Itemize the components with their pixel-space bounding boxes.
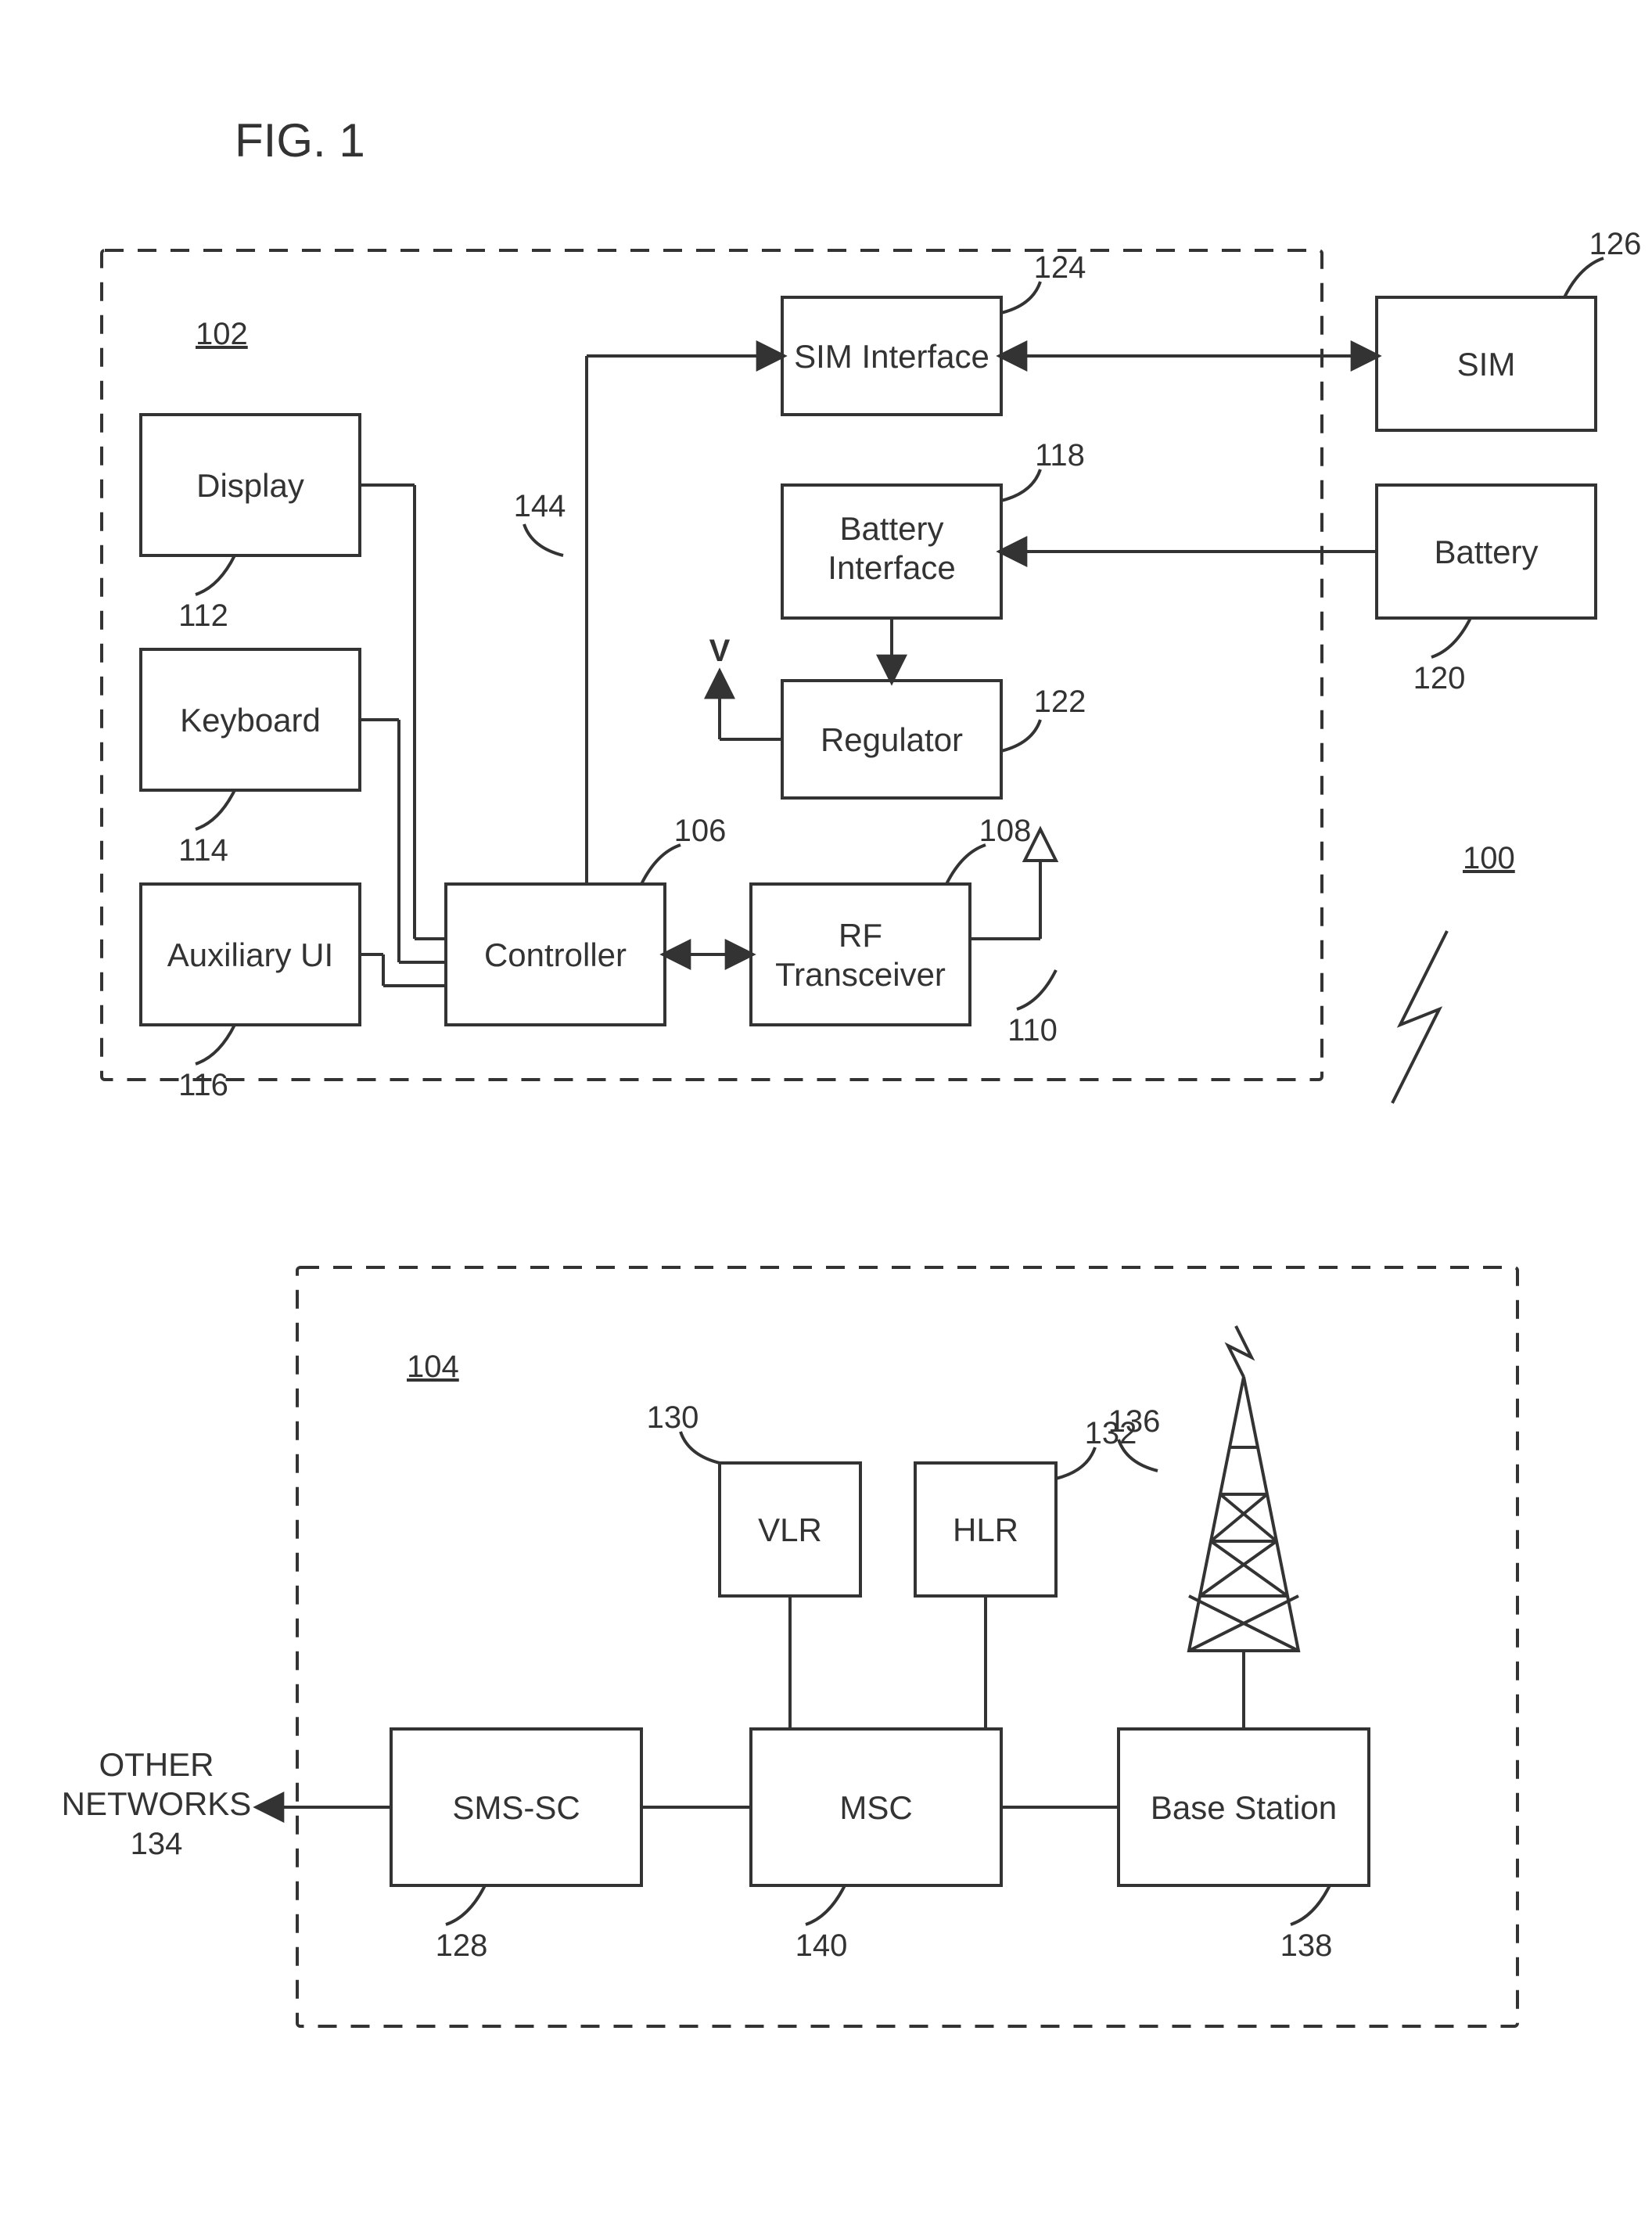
msc-label: MSC (839, 1789, 912, 1826)
regulator-ref: 122 (1034, 685, 1086, 719)
hlr-label: HLR (953, 1511, 1018, 1548)
aux-ui-label: Auxiliary UI (167, 936, 333, 973)
sim-if-ref: 124 (1034, 250, 1086, 285)
svg-text:100: 100 (1463, 841, 1515, 875)
base-station-label: Base Station (1151, 1789, 1337, 1826)
display-label: Display (196, 467, 304, 504)
battery-label: Battery (1434, 534, 1538, 570)
wireless-bolt-icon (1392, 931, 1447, 1103)
battery-ref: 120 (1413, 661, 1466, 695)
regulator-block: Regulator 122 (782, 681, 1086, 798)
tower-ref: 136 (1108, 1404, 1161, 1439)
base-station-ref: 138 (1280, 1928, 1333, 1963)
rf-transceiver-block: RF Transceiver 108 (751, 814, 1031, 1025)
sim-label: SIM (1457, 346, 1516, 383)
display-block: Display 112 (141, 415, 360, 633)
sms-sc-ref: 128 (436, 1928, 488, 1963)
aux-ui-block: Auxiliary UI 116 (141, 884, 360, 1102)
other-networks-label: OTHER NETWORKS 134 (62, 1746, 391, 1861)
keyboard-label: Keyboard (180, 702, 321, 739)
device-ref: 102 (196, 317, 248, 351)
battery-if-ref: 118 (1035, 438, 1085, 473)
sms-sc-label: SMS-SC (452, 1789, 580, 1826)
other-networks-ref: 134 (131, 1827, 183, 1861)
controller-label: Controller (484, 936, 627, 973)
controller-ref: 106 (674, 814, 727, 848)
vlr-block: VLR 130 (647, 1400, 860, 1596)
sim-ref: 126 (1589, 227, 1642, 261)
keyboard-ref: 114 (178, 833, 228, 868)
network-boundary (297, 1267, 1517, 2026)
figure-title: FIG. 1 (235, 114, 365, 167)
figure-1-diagram: FIG. 1 102 Display 112 Keyboard 114 Auxi… (0, 0, 1652, 2232)
sim-if-block: SIM Interface 124 (782, 250, 1086, 415)
sim-if-label: SIM Interface (794, 338, 989, 375)
device-antenna-icon: 110 (970, 829, 1058, 1048)
svg-text:Interface: Interface (828, 549, 955, 586)
battery-block: Battery 120 (1377, 485, 1596, 695)
system-ref-label: 100 (1463, 841, 1515, 875)
vlr-ref: 130 (647, 1400, 699, 1435)
sim-block: SIM 126 (1377, 227, 1641, 430)
msc-block: MSC 140 (751, 1729, 1001, 1963)
tower-icon: 136 (1108, 1326, 1298, 1729)
svg-text:OTHER: OTHER (99, 1746, 214, 1783)
svg-text:RF: RF (839, 917, 882, 954)
regulator-label: Regulator (821, 721, 963, 758)
msc-ref: 140 (795, 1928, 848, 1963)
rf-ref: 108 (979, 814, 1032, 848)
svg-text:Battery: Battery (839, 510, 943, 547)
v-label: V (709, 634, 731, 668)
hlr-block: HLR 132 (915, 1416, 1137, 1596)
vlr-label: VLR (758, 1511, 822, 1548)
antenna-ref: 110 (1007, 1013, 1058, 1048)
keyboard-block: Keyboard 114 (141, 649, 360, 868)
network-ref: 104 (407, 1350, 459, 1384)
sms-sc-block: SMS-SC 128 (391, 1729, 641, 1963)
battery-if-block: Battery Interface 118 (782, 438, 1085, 618)
svg-text:NETWORKS: NETWORKS (62, 1785, 252, 1822)
display-ref: 112 (178, 598, 228, 633)
base-station-block: Base Station 138 (1119, 1729, 1369, 1963)
aux-ui-ref: 116 (178, 1068, 228, 1102)
svg-text:Transceiver: Transceiver (775, 956, 946, 993)
line-144-ref: 144 (514, 489, 566, 523)
